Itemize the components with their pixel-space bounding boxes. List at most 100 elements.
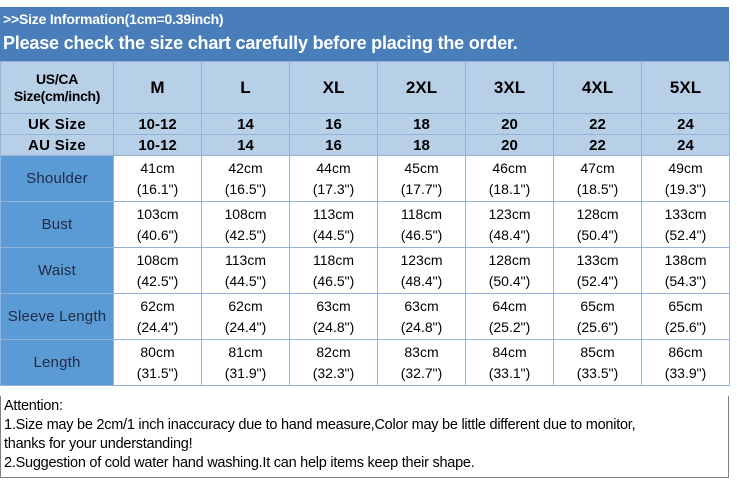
size-chart-notice: Please check the size chart carefully be… (3, 33, 518, 53)
size-value-cell: 18 (377, 113, 466, 135)
size-value-cell: 16 (289, 134, 378, 156)
measurement-cm: 83cm (404, 343, 439, 360)
measurement-cell: 128cm (50.4") (465, 247, 554, 294)
size-value-cell: 20 (465, 134, 554, 156)
measurement-cell: 113cm (44.5") (201, 247, 290, 294)
attention-title: Attention: (4, 398, 63, 414)
measurement-cm: 133cm (576, 251, 619, 268)
size-unit-header-line2: Size(cm/inch) (13, 87, 101, 104)
measurement-cm: 62cm (140, 297, 175, 314)
size-value-cell: 20 (465, 113, 554, 135)
size-value-cell: 14 (201, 134, 290, 156)
measurement-cell: 84cm (33.1") (465, 339, 554, 386)
measurement-inch: (48.4") (400, 272, 443, 289)
size-column-header: L (201, 61, 290, 114)
measurement-cm: 113cm (313, 205, 354, 222)
size-column-header: 3XL (465, 61, 554, 114)
measurement-cm: 41cm (140, 159, 175, 176)
measurement-cm: 63cm (316, 297, 351, 314)
measurement-cell: 86cm (33.9") (641, 339, 730, 386)
size-value-cell: 10-12 (113, 134, 202, 156)
size-value-cell: 22 (553, 113, 642, 135)
measurement-cm: 84cm (492, 343, 527, 360)
size-info-heading: >>Size Information(1cm=0.39inch) (3, 11, 224, 27)
measurement-cm: 64cm (492, 297, 527, 314)
measurement-inch: (19.3") (664, 180, 707, 197)
measurement-cell: 123cm (48.4") (377, 247, 466, 294)
measurement-cm: 128cm (488, 251, 531, 268)
row-label-au-size: AU Size (0, 134, 114, 156)
measurement-inch: (31.9") (224, 364, 267, 381)
size-value-cell: 24 (641, 113, 730, 135)
measurement-cm: 123cm (488, 205, 531, 222)
measurement-cell: 81cm (31.9") (201, 339, 290, 386)
measurement-inch: (44.5") (312, 226, 355, 243)
measurement-cm: 86cm (668, 343, 703, 360)
attention-line-2: thanks for your understanding! (4, 436, 193, 452)
measurement-inch: (50.4") (576, 226, 619, 243)
measurement-cell: 133cm (52.4") (641, 201, 730, 248)
measurement-cm: 128cm (576, 205, 619, 222)
measurement-inch: (16.5") (224, 180, 267, 197)
measurement-cm: 118cm (313, 251, 354, 268)
table-row: Shoulder 41cm (16.1") 42cm (16.5") 44cm (17.3"… (0, 155, 730, 202)
measurement-cell: 46cm (18.1") (465, 155, 554, 202)
size-column-header: 2XL (377, 61, 466, 114)
measurement-cm: 44cm (316, 159, 351, 176)
measurement-inch: (52.4") (664, 226, 707, 243)
size-value-cell: 14 (201, 113, 290, 135)
measurement-cell: 103cm (40.6") (113, 201, 202, 248)
measurement-inch: (42.5") (136, 272, 179, 289)
measurement-inch: (18.1") (488, 180, 531, 197)
measurement-cell: 118cm (46.5") (377, 201, 466, 248)
size-column-header: 5XL (641, 61, 730, 114)
size-unit-header-line1: US/CA (35, 70, 79, 87)
measurement-cm: 42cm (228, 159, 263, 176)
size-unit-header-cell: US/CA Size(cm/inch) (0, 61, 114, 114)
row-label-waist: Waist (0, 247, 114, 294)
measurement-inch: (24.8") (400, 318, 443, 335)
measurement-cell: 42cm (16.5") (201, 155, 290, 202)
attention-line-3: 2.Suggestion of cold water hand washing.… (4, 455, 475, 471)
measurement-cell: 47cm (18.5") (553, 155, 642, 202)
measurement-cell: 118cm (46.5") (289, 247, 378, 294)
measurement-inch: (17.3") (312, 180, 355, 197)
row-label-uk-size: UK Size (0, 113, 114, 135)
size-value-cell: 24 (641, 134, 730, 156)
measurement-inch: (25.6") (576, 318, 619, 335)
measurement-inch: (48.4") (488, 226, 531, 243)
measurement-cell: 44cm (17.3") (289, 155, 378, 202)
measurement-inch: (25.2") (488, 318, 531, 335)
measurement-inch: (18.5") (576, 180, 619, 197)
measurement-inch: (33.1") (488, 364, 531, 381)
measurement-inch: (54.3") (664, 272, 707, 289)
table-row: UK Size 10-12 14 16 18 20 22 24 (0, 113, 730, 135)
size-chart-table: US/CA Size(cm/inch) M L XL 2XL 3XL 4XL 5XL UK Siz… (0, 61, 730, 386)
size-value-cell: 18 (377, 134, 466, 156)
measurement-cm: 85cm (580, 343, 615, 360)
measurement-inch: (44.5") (224, 272, 267, 289)
measurement-cell: 133cm (52.4") (553, 247, 642, 294)
measurement-cell: 138cm (54.3") (641, 247, 730, 294)
measurement-cell: 108cm (42.5") (113, 247, 202, 294)
measurement-cell: 62cm (24.4") (201, 293, 290, 340)
measurement-cell: 123cm (48.4") (465, 201, 554, 248)
measurement-inch: (52.4") (576, 272, 619, 289)
row-label-bust: Bust (0, 201, 114, 248)
measurement-cm: 65cm (668, 297, 703, 314)
measurement-inch: (24.4") (224, 318, 267, 335)
measurement-cm: 133cm (664, 205, 707, 222)
measurement-cell: 128cm (50.4") (553, 201, 642, 248)
measurement-inch: (25.6") (664, 318, 707, 335)
size-column-header: XL (289, 61, 378, 114)
measurement-cell: 80cm (31.5") (113, 339, 202, 386)
measurement-cm: 123cm (400, 251, 443, 268)
measurement-inch: (24.4") (136, 318, 179, 335)
measurement-cm: 82cm (316, 343, 351, 360)
table-row: Bust 103cm (40.6") 108cm (42.5") 113cm (44.5")… (0, 201, 730, 248)
measurement-cm: 113cm (225, 251, 266, 268)
table-row: Waist 108cm (42.5") 113cm (44.5") 118cm (46.5"… (0, 247, 730, 294)
size-value-cell: 22 (553, 134, 642, 156)
measurement-inch: (42.5") (224, 226, 267, 243)
